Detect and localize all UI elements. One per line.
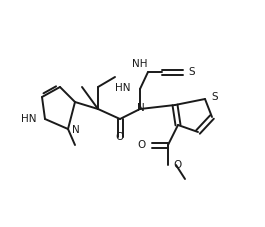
- Text: HN: HN: [20, 114, 36, 124]
- Text: O: O: [138, 140, 146, 150]
- Text: O: O: [173, 160, 181, 170]
- Text: S: S: [188, 67, 195, 77]
- Text: NH: NH: [132, 59, 148, 69]
- Text: N: N: [137, 103, 145, 113]
- Text: N: N: [72, 125, 80, 135]
- Text: S: S: [211, 92, 218, 102]
- Text: O: O: [116, 132, 124, 142]
- Text: HN: HN: [114, 83, 130, 93]
